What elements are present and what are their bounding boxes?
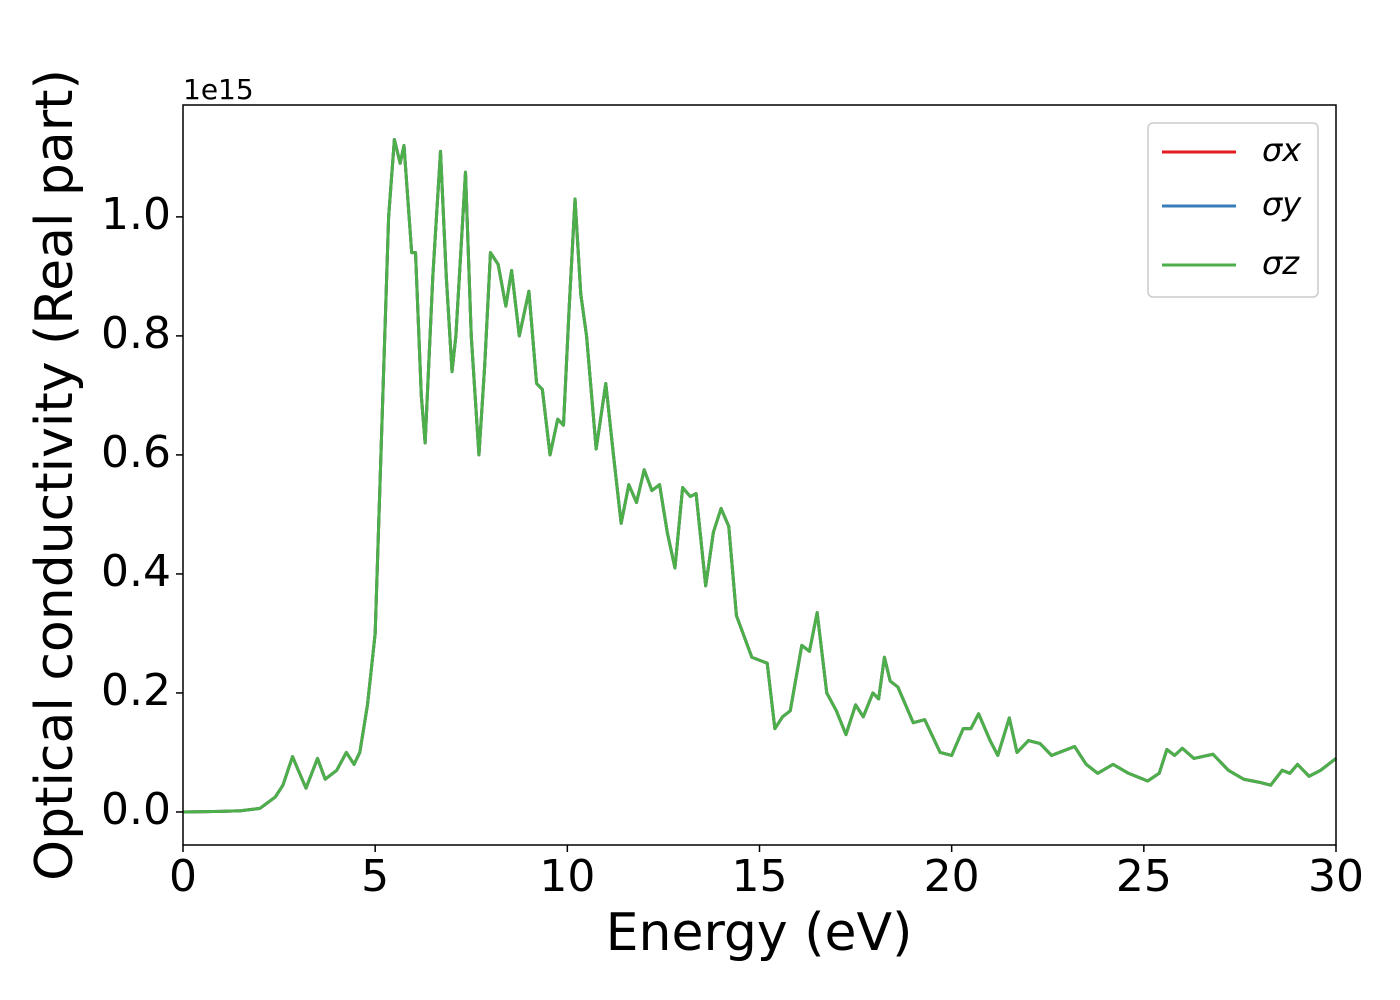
x-axis-label: Energy (eV) — [606, 903, 913, 963]
y-tick-label: 0.8 — [101, 308, 171, 359]
legend-box — [1147, 122, 1319, 298]
x-tick-label: 25 — [1116, 851, 1172, 902]
x-tick-label: 0 — [169, 851, 197, 902]
x-tick-label: 30 — [1308, 851, 1364, 902]
y-tick-label: 0.6 — [101, 427, 171, 478]
y-tick-label: 0.4 — [101, 546, 171, 597]
legend-label: σy — [1262, 185, 1302, 223]
y-offset-label: 1e15 — [183, 73, 254, 106]
y-tick-label: 1.0 — [101, 189, 171, 240]
plot-frame — [182, 104, 1337, 846]
legend-label: σx — [1262, 131, 1302, 169]
x-tick-label: 5 — [361, 851, 389, 902]
x-tick-label: 10 — [539, 851, 595, 902]
y-axis-label: Optical conductivity (Real part) — [25, 69, 85, 881]
x-tick-label: 20 — [924, 851, 980, 902]
y-tick-label: 0.2 — [101, 665, 171, 716]
series-line — [182, 138, 1337, 814]
y-tick-label: 0.0 — [101, 784, 171, 835]
x-tick-label: 15 — [732, 851, 788, 902]
legend-label: σz — [1262, 244, 1300, 282]
